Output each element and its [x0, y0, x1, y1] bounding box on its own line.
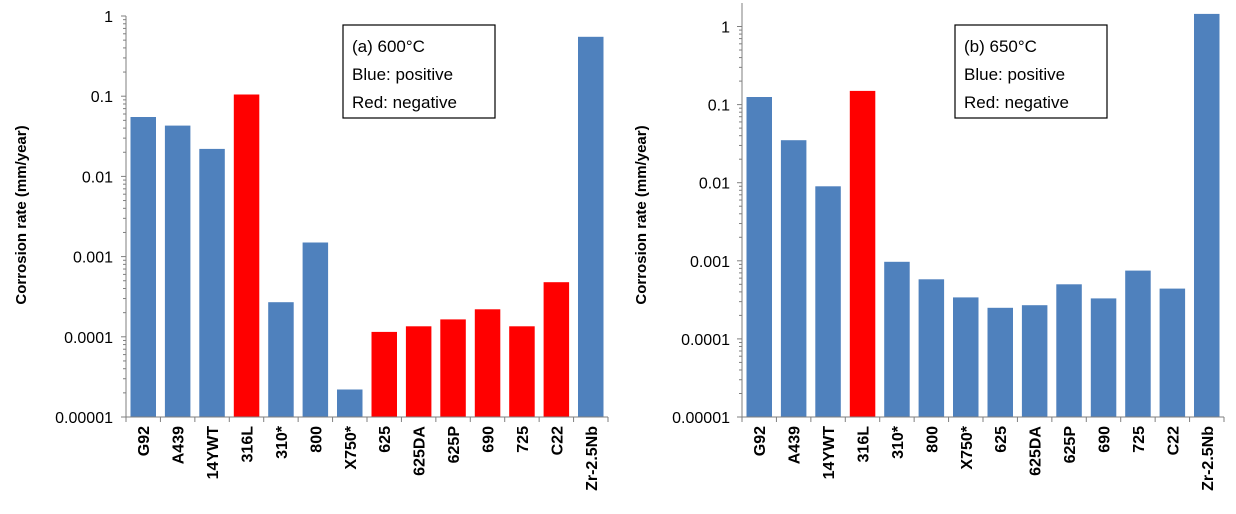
bar-800	[918, 279, 945, 417]
x-tick-label-316l: 316L	[856, 426, 873, 463]
y-tick-label: 1	[721, 20, 730, 37]
y-axis-label: Corrosion rate (mm/year)	[13, 125, 30, 304]
legend-negative: Red: negative	[964, 93, 1069, 112]
legend-box: (a) 600°C Blue: positive Red: negative	[342, 24, 496, 119]
bar-14ywt	[199, 148, 225, 417]
y-tick-label: 0.00001	[672, 410, 730, 427]
bar-zr-2-5nb	[578, 36, 604, 418]
y-axis-label: Corrosion rate (mm/year)	[633, 125, 650, 304]
x-tick-label-625da: 625DA	[412, 426, 429, 476]
bar-14ywt	[815, 186, 841, 417]
x-tick-label-c22: C22	[549, 426, 566, 455]
bar-g92	[746, 97, 772, 417]
y-ticks: 1 0.1 0.01 0.001 0.0001 0.00001	[672, 20, 742, 427]
x-tick-label-310: 310*	[890, 425, 907, 459]
legend-title: (a) 600°C	[352, 37, 425, 56]
chart-panel-600c: Corrosion rate (mm/year) 1 0.1 0.01 0.001 0.…	[13, 9, 609, 491]
legend-positive: Blue: positive	[964, 65, 1065, 84]
chart-650c: Corrosion rate (mm/year) 1 0.1 0.01 0.001 0.…	[633, 3, 1225, 491]
bar-625da	[405, 326, 432, 417]
y-tick-label: 0.0001	[681, 332, 730, 349]
bars	[746, 13, 1220, 418]
chart-panel-650c: Corrosion rate (mm/year) 1 0.1 0.01 0.001 0.…	[620, 0, 1236, 514]
bar-725	[1125, 270, 1151, 417]
x-tick-label-zr-2-5nb: Zr-2.5Nb	[584, 426, 601, 491]
x-tick-label-14ywt: 14YWT	[205, 426, 222, 480]
legend-negative: Red: negative	[352, 93, 457, 112]
bar-725	[509, 326, 535, 417]
x-tick-label-800: 800	[308, 426, 325, 453]
x-tick-label-690: 690	[1097, 426, 1114, 453]
y-tick-label: 0.00001	[55, 410, 113, 427]
bar-g92	[130, 117, 156, 417]
legend-positive: Blue: positive	[352, 65, 453, 84]
bar-625	[987, 307, 1013, 417]
bar-316l	[233, 94, 260, 417]
bar-c22	[1159, 288, 1186, 417]
x-tick-label-625: 625	[993, 426, 1010, 453]
x-tick-label-625da: 625DA	[1028, 426, 1045, 476]
bar-a439	[780, 140, 807, 417]
y-tick-label: 0.001	[73, 250, 113, 267]
bar-310	[884, 261, 910, 417]
x-tick-label-725: 725	[515, 426, 532, 453]
x-tick-label-x750: X750*	[959, 425, 976, 469]
bar-800	[302, 242, 329, 417]
bar-310	[268, 302, 294, 417]
bars	[130, 36, 604, 418]
x-tick-label-690: 690	[481, 426, 498, 453]
y-tick-label: 0.0001	[64, 330, 113, 347]
x-tick-label-14ywt: 14YWT	[821, 426, 838, 480]
bar-625da	[1021, 305, 1048, 417]
y-ticks: 1 0.1 0.01 0.001 0.0001 0.00001	[55, 9, 126, 427]
x-tick-label-c22: C22	[1165, 426, 1182, 455]
legend-title: (b) 650°C	[964, 37, 1037, 56]
y-tick-label: 1	[104, 9, 113, 26]
x-tick-label-625: 625	[377, 426, 394, 453]
bar-x750	[337, 389, 363, 417]
y-tick-label: 0.01	[82, 169, 113, 186]
x-tick-label-a439: A439	[171, 426, 188, 464]
bar-625	[371, 331, 397, 417]
x-tick-label-625p: 625P	[1062, 426, 1079, 464]
x-tick-label-800: 800	[924, 426, 941, 453]
bar-x750	[953, 297, 979, 417]
x-ticks: G92 A439 14YWT 316L 310* 800 X750* 625 625DA 625P…	[125, 417, 609, 491]
y-tick-label: 0.1	[708, 98, 730, 115]
y-tick-label: 0.01	[699, 176, 730, 193]
bar-690	[1090, 298, 1117, 417]
x-tick-label-x750: X750*	[343, 425, 360, 469]
legend-box: (b) 650°C Blue: positive Red: negative	[954, 24, 1108, 119]
bar-690	[474, 309, 501, 417]
x-tick-label-a439: A439	[787, 426, 804, 464]
bar-a439	[164, 125, 191, 417]
x-tick-label-625p: 625P	[446, 426, 463, 464]
y-tick-label: 0.1	[91, 89, 113, 106]
x-tick-label-316l: 316L	[240, 426, 257, 463]
bar-316l	[849, 90, 876, 418]
x-ticks: G92 A439 14YWT 316L 310* 800 X750* 625 625DA 625P…	[741, 417, 1225, 491]
bar-zr-2-5nb	[1194, 13, 1220, 418]
chart-600c: Corrosion rate (mm/year) 1 0.1 0.01 0.001 0.…	[13, 9, 609, 491]
x-tick-label-310: 310*	[274, 425, 291, 459]
x-tick-label-g92: G92	[752, 426, 769, 456]
bar-c22	[543, 282, 570, 417]
x-tick-label-725: 725	[1131, 426, 1148, 453]
bar-625p	[1056, 284, 1082, 417]
x-tick-label-zr-2-5nb: Zr-2.5Nb	[1200, 426, 1217, 491]
bar-625p	[440, 319, 466, 417]
y-tick-label: 0.001	[690, 254, 730, 271]
x-tick-label-g92: G92	[136, 426, 153, 456]
